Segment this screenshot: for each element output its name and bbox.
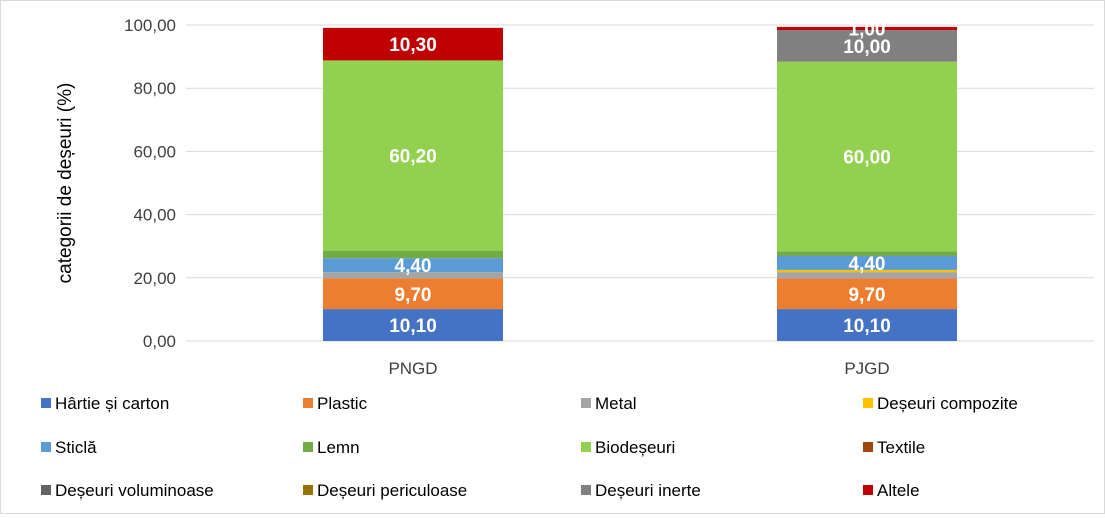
x-axis-categories: PNGD PJGD bbox=[388, 359, 889, 378]
legend-swatch bbox=[41, 442, 51, 452]
legend-label: Biodeșeuri bbox=[595, 438, 675, 457]
data-label: 4,40 bbox=[395, 256, 432, 277]
legend-label: Deșeuri compozite bbox=[877, 394, 1018, 413]
data-label: 9,70 bbox=[395, 285, 432, 306]
y-axis-label: categorii de deșeuri (%) bbox=[55, 83, 76, 284]
bar-segment bbox=[323, 258, 503, 273]
legend-label: Deșeuri periculoase bbox=[317, 481, 467, 500]
data-label: 60,00 bbox=[843, 147, 891, 168]
legend-label: Sticlă bbox=[55, 438, 97, 457]
x-category-label: PJGD bbox=[844, 359, 889, 378]
legend-swatch bbox=[863, 442, 873, 452]
bar-segment bbox=[323, 278, 503, 310]
data-label: 60,20 bbox=[389, 147, 437, 168]
bar-segment bbox=[777, 61, 957, 252]
data-labels: 10,10 9,70 4,40 60,20 10,30 10,10 9,70 4,40 60,0… bbox=[389, 19, 891, 337]
bar-segment bbox=[777, 255, 957, 270]
data-label: 10,10 bbox=[389, 316, 437, 337]
data-label: 10,10 bbox=[843, 316, 891, 337]
y-tick-label: 60,00 bbox=[133, 142, 176, 161]
legend: Hârtie și carton Plastic Metal Deșeuri comp… bbox=[41, 394, 1018, 500]
y-tick-label: 20,00 bbox=[133, 269, 176, 288]
data-label: 4,40 bbox=[849, 254, 886, 275]
bar-segment bbox=[777, 269, 957, 273]
bar-segment bbox=[777, 278, 957, 310]
y-tick-label: 40,00 bbox=[133, 206, 176, 225]
bar-segment bbox=[323, 27, 503, 61]
data-label: 10,30 bbox=[389, 35, 437, 56]
y-tick-label: 80,00 bbox=[133, 79, 176, 98]
bar-segment bbox=[323, 272, 503, 279]
legend-swatch bbox=[303, 442, 313, 452]
data-label: 10,00 bbox=[843, 37, 891, 58]
legend-swatch bbox=[581, 442, 591, 452]
legend-label: Deșeuri inerte bbox=[595, 481, 701, 500]
legend-swatch bbox=[41, 485, 51, 495]
bars bbox=[323, 26, 957, 341]
bar-segment bbox=[323, 250, 503, 259]
legend-swatch bbox=[41, 398, 51, 408]
legend-label: Deșeuri voluminoase bbox=[55, 481, 214, 500]
legend-label: Hârtie și carton bbox=[55, 394, 169, 413]
legend-label: Altele bbox=[877, 481, 920, 500]
gridlines bbox=[186, 24, 1094, 342]
legend-swatch bbox=[581, 398, 591, 408]
legend-label: Plastic bbox=[317, 394, 368, 413]
bar-segment bbox=[323, 309, 503, 341]
legend-label: Metal bbox=[595, 394, 637, 413]
legend-swatch bbox=[863, 485, 873, 495]
legend-swatch bbox=[863, 398, 873, 408]
legend-label: Lemn bbox=[317, 438, 360, 457]
y-tick-label: 100,00 bbox=[124, 16, 176, 35]
bar-segment bbox=[777, 26, 957, 31]
legend-swatch bbox=[303, 398, 313, 408]
data-label: 1,00 bbox=[849, 19, 886, 40]
bar-segment bbox=[777, 30, 957, 62]
bar-segment bbox=[777, 309, 957, 341]
legend-swatch bbox=[581, 485, 591, 495]
legend-swatch bbox=[303, 485, 313, 495]
legend-label: Textile bbox=[877, 438, 925, 457]
y-axis-ticks: 0,00 20,00 40,00 60,00 80,00 100,00 bbox=[124, 16, 176, 351]
bar-segment bbox=[777, 272, 957, 279]
bar-segment bbox=[777, 251, 957, 256]
bar-segment bbox=[323, 60, 503, 251]
y-tick-label: 0,00 bbox=[143, 332, 176, 351]
x-category-label: PNGD bbox=[388, 359, 437, 378]
data-label: 9,70 bbox=[849, 285, 886, 306]
